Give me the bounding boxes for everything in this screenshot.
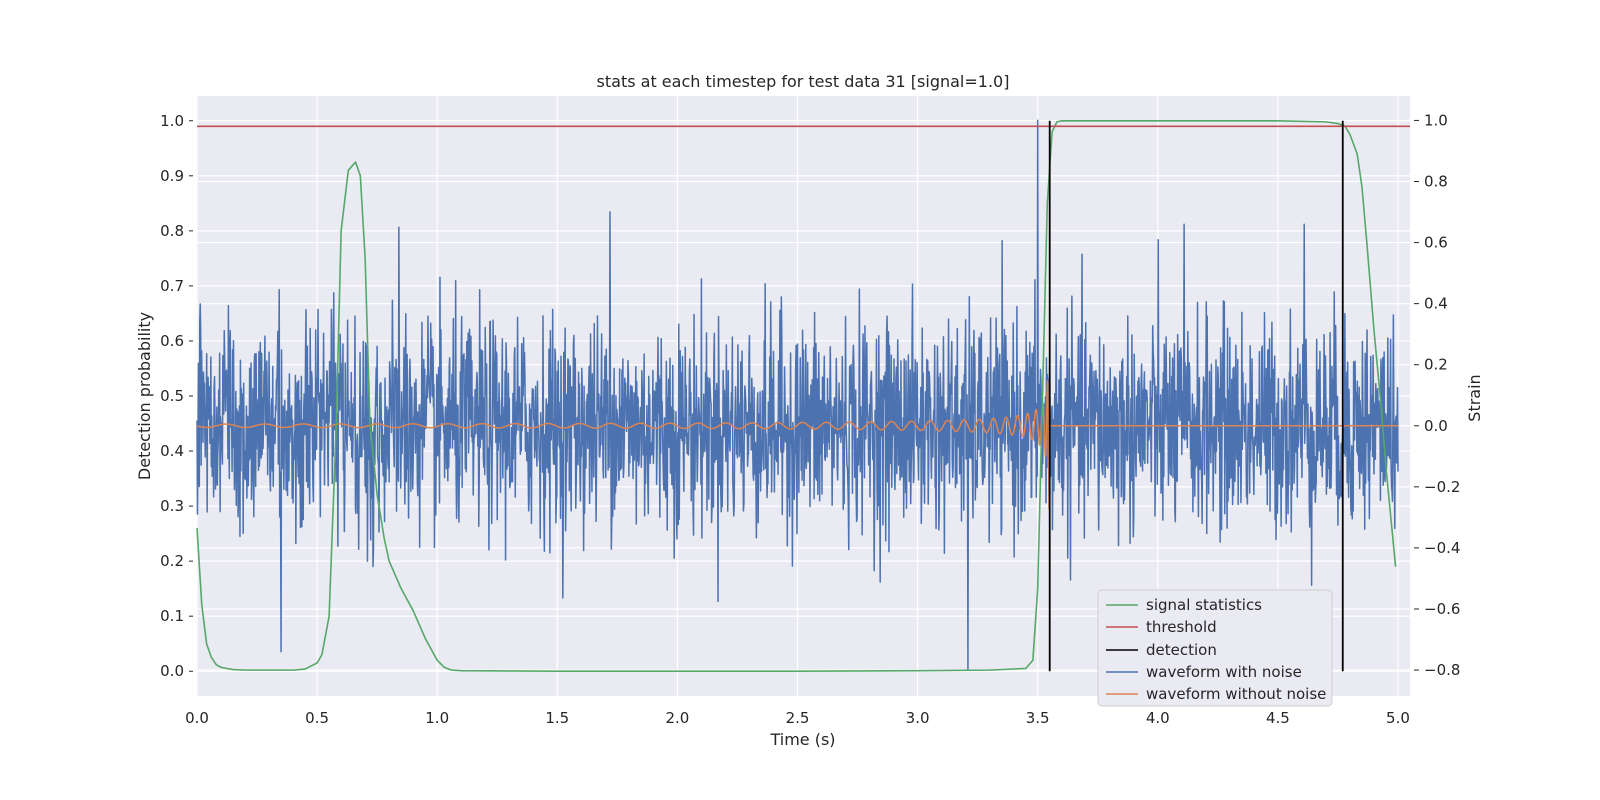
y-tick-label: 0.2 (160, 552, 184, 570)
y-tick-label: 0.0 (160, 662, 184, 680)
x-tick-labels: 0.0 0.5 1.0 1.5 2.0 2.5 3.0 3.5 4.0 4.5 5.0 (185, 709, 1410, 727)
y-tick-label: 0.6 (160, 332, 184, 350)
series-waveform-with-noise (196, 119, 1399, 671)
legend-label-threshold: threshold (1146, 618, 1217, 636)
x-tick-label: 2.5 (786, 709, 810, 727)
y2-tick-label: −0.6 (1424, 600, 1460, 618)
y2-tick-label: 1.0 (1424, 111, 1448, 129)
x-tick-label: 4.0 (1146, 709, 1170, 727)
x-tick-label: 3.5 (1026, 709, 1050, 727)
y-tick-labels: 0.0 0.1 0.2 0.3 0.4 0.5 0.6 0.7 0.8 0.9 1.0 (160, 112, 193, 680)
y2-tick-label: 0.8 (1424, 172, 1448, 190)
x-tick-label: 2.0 (665, 709, 689, 727)
legend-label-detection: detection (1146, 641, 1217, 659)
y-axis-label: Detection probability (135, 312, 154, 480)
x-tick-label: 3.0 (906, 709, 930, 727)
x-tick-label: 0.0 (185, 709, 209, 727)
y-tick-label: 0.1 (160, 607, 184, 625)
x-tick-label: 5.0 (1386, 709, 1410, 727)
plot-lines (196, 119, 1410, 673)
x-tick-label: 1.5 (545, 709, 569, 727)
legend-label-signal-statistics: signal statistics (1146, 596, 1262, 614)
legend: signal statistics threshold detection wa… (1097, 589, 1333, 707)
series-waveform-without-noise (196, 380, 1399, 510)
y2-tick-label: −0.4 (1424, 539, 1460, 557)
x-axis-label: Time (s) (769, 730, 835, 749)
y2-tick-label: −0.2 (1424, 478, 1460, 496)
legend-label-waveform-without-noise: waveform without noise (1146, 685, 1326, 703)
legend-label-waveform-with-noise: waveform with noise (1146, 663, 1302, 681)
y-tick-label: 0.5 (160, 387, 184, 405)
y-tick-label: 0.7 (160, 277, 184, 295)
y2-tick-label: −0.8 (1424, 661, 1460, 679)
y-tick-label: 1.0 (160, 112, 184, 130)
y2-tick-label: 0.6 (1424, 234, 1448, 252)
y2-axis-label: Strain (1465, 374, 1484, 421)
x-tick-label: 0.5 (305, 709, 329, 727)
chart-title: stats at each timestep for test data 31 … (597, 72, 1010, 91)
y-tick-label: 0.8 (160, 222, 184, 240)
x-tick-label: 1.0 (425, 709, 449, 727)
y2-tick-label: 0.2 (1424, 356, 1448, 374)
legend-box (1097, 589, 1333, 707)
y2-tick-label: 0.4 (1424, 295, 1448, 313)
y-tick-label: 0.9 (160, 167, 184, 185)
y-tick-label: 0.3 (160, 497, 184, 515)
y-tick-label: 0.4 (160, 442, 184, 460)
y2-tick-label: 0.0 (1424, 417, 1448, 435)
y2-tick-labels: −0.8 −0.6 −0.4 −0.2 0.0 0.2 0.4 0.6 0.8 1.0 (1414, 111, 1460, 679)
series-signal-statistics (196, 119, 1397, 673)
x-tick-label: 4.5 (1266, 709, 1290, 727)
